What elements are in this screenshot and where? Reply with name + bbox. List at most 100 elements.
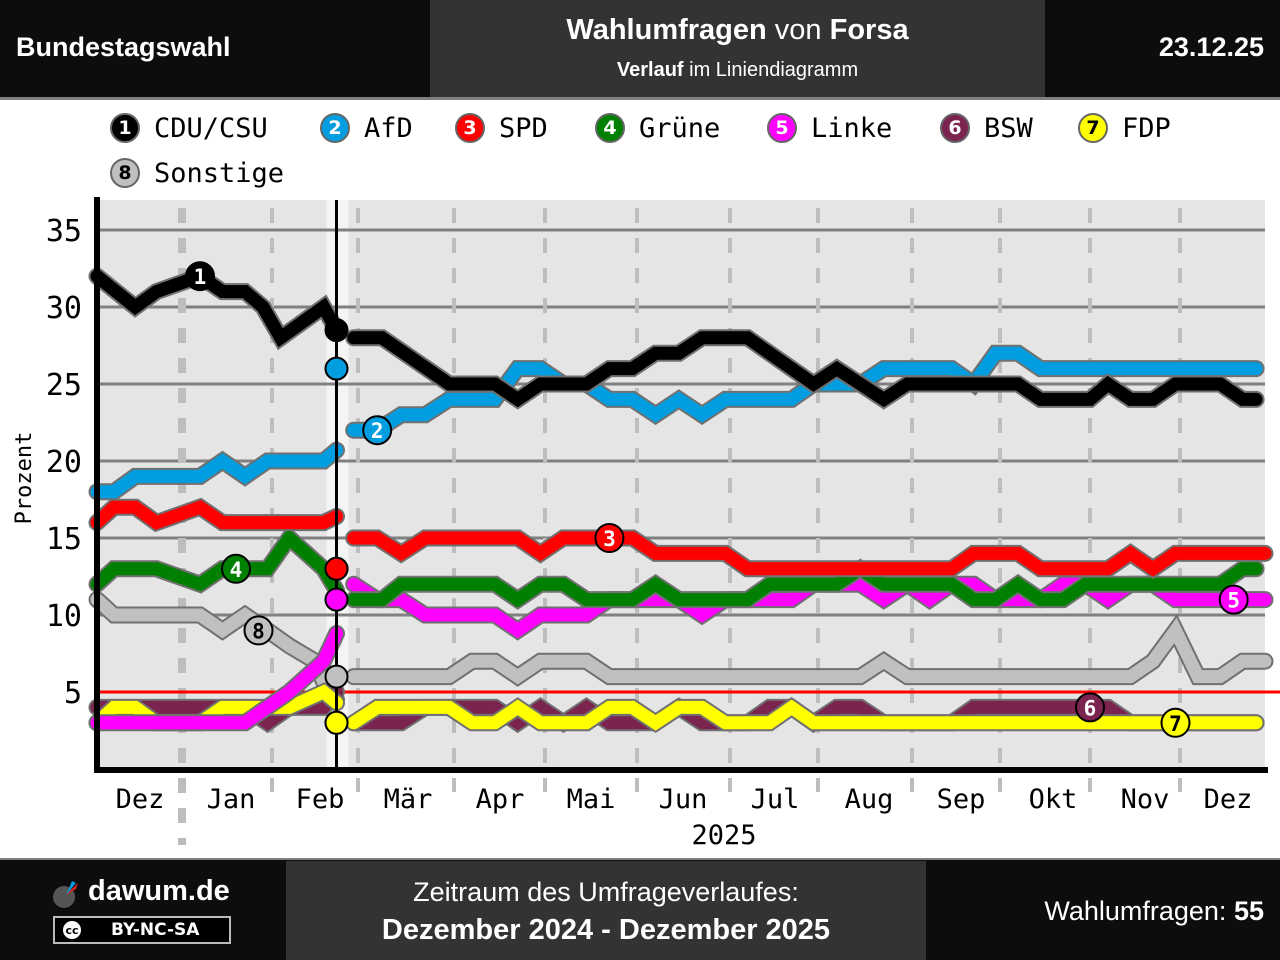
legend-label: Sonstige (154, 157, 285, 189)
series-marker-4 (221, 553, 251, 584)
legend-item-afd: 2 AfD (320, 108, 413, 148)
election-result-dot (324, 710, 349, 735)
series-marker-number: 1 (194, 265, 207, 289)
y-tick-label: 10 (46, 599, 82, 634)
legend-item-linke: 5 Linke (767, 108, 892, 148)
legend-item-grne: 4 Grüne (595, 108, 720, 148)
cc-icon: cc (61, 919, 83, 941)
series-marker-6 (1075, 692, 1105, 723)
x-tick-label: Dez (1204, 784, 1253, 815)
x-tick-label: Jan (207, 784, 256, 815)
footer-brand-area: dawum.de cc BY-NC-SA (0, 861, 286, 960)
y-axis-label: Prozent (12, 432, 37, 525)
x-tick-label: Mär (384, 784, 433, 815)
brand-name[interactable]: dawum.de (88, 875, 230, 907)
footer-divider (0, 858, 1280, 861)
series-marker-number: 7 (1169, 712, 1182, 736)
header-center: Wahlumfragen von Forsa Verlauf im Linien… (430, 0, 1045, 98)
license-text: BY-NC-SA (111, 920, 200, 940)
legend-item-sonstige: 8 Sonstige (110, 153, 284, 193)
x-tick-label: Sep (937, 784, 986, 815)
y-tick-label: 35 (46, 214, 82, 249)
election-result-dot (324, 318, 349, 343)
dawum-logo-icon (53, 881, 78, 908)
legend-item-cducsu: 1 CDU/CSU (110, 108, 268, 148)
legend-badge-icon: 1 (110, 113, 140, 143)
series-marker-number: 5 (1227, 589, 1240, 613)
poll-count-label: Wahlumfragen: (1044, 896, 1234, 926)
election-result-dot (324, 556, 349, 581)
y-tick-label: 30 (46, 291, 82, 326)
legend-badge-icon: 8 (110, 158, 140, 188)
series-marker-5 (1218, 584, 1249, 615)
legend-badge-icon: 5 (767, 113, 797, 143)
series-line-grne (347, 561, 1263, 608)
legend-label: FDP (1122, 112, 1171, 144)
x-tick-label: Apr (476, 784, 525, 815)
series-marker-1 (185, 261, 215, 292)
footer-period: Zeitraum des Umfrageverlaufes: Dezember … (286, 861, 926, 960)
subtitle-part-2: im Liniendiagramm (683, 59, 859, 81)
series-line-sonstige (347, 617, 1272, 685)
chart-subtitle: Verlauf im Liniendiagramm (430, 59, 1045, 82)
series-marker-2 (362, 415, 393, 446)
series-marker-number: 6 (1084, 696, 1097, 720)
legend-badge-icon: 3 (455, 113, 485, 143)
chart-title: Wahlumfragen von Forsa (430, 14, 1045, 47)
legend-label: BSW (984, 112, 1033, 144)
series-marker-3 (594, 523, 625, 553)
series-marker-number: 2 (371, 419, 384, 443)
poll-count-value: 55 (1233, 896, 1264, 926)
x-tick-label: Dez (116, 784, 165, 815)
series-line-spd (90, 499, 343, 530)
series-line-cducsu (347, 331, 1263, 408)
election-result-dot (324, 356, 349, 381)
legend-badge-icon: 6 (940, 113, 970, 143)
title-part-1: Wahlumfragen (566, 14, 767, 46)
x-tick-label: Jul (751, 784, 800, 815)
legend-label: Grüne (639, 112, 721, 144)
x-axis-year-label: 2025 (691, 820, 756, 851)
election-title: Bundestagswahl (16, 32, 231, 62)
series-marker-7 (1160, 707, 1191, 738)
x-tick-label: Mai (567, 784, 616, 815)
legend-label: Linke (811, 112, 893, 144)
legend-label: CDU/CSU (154, 112, 268, 144)
series-marker-number: 3 (603, 527, 616, 551)
series-line-afd (90, 443, 343, 499)
poll-count: Wahlumfragen: 55 (1044, 896, 1264, 927)
y-tick-label: 20 (46, 445, 82, 480)
header-date: 23.12.25 (1158, 32, 1264, 62)
legend-item-spd: 3 SPD (455, 108, 548, 148)
series-line-spd (347, 531, 1272, 577)
election-result-dot (324, 664, 349, 689)
x-tick-label: Aug (845, 784, 894, 815)
x-tick-label: Okt (1029, 784, 1078, 815)
series-line-linke (90, 626, 343, 730)
y-tick-label: 15 (46, 522, 82, 557)
legend-badge-icon: 4 (595, 113, 625, 143)
series-marker-number: 4 (230, 558, 243, 582)
series-line-bsw (90, 685, 343, 731)
header-divider (0, 97, 1280, 100)
legend-item-bsw: 6 BSW (940, 108, 1033, 148)
election-result-dot (324, 587, 349, 612)
legend-label: AfD (364, 112, 413, 144)
period-value: Dezember 2024 - Dezember 2025 (381, 914, 831, 946)
legend-item-fdp: 7 FDP (1078, 108, 1171, 148)
series-line-cducsu (90, 268, 343, 348)
x-tick-label: Feb (296, 784, 345, 815)
subtitle-part-1: Verlauf (616, 59, 684, 81)
y-tick-label: 25 (46, 368, 82, 403)
title-institute: Forsa (829, 14, 909, 46)
license-badge[interactable]: cc BY-NC-SA (53, 916, 231, 944)
legend-badge-icon: 7 (1078, 113, 1108, 143)
y-tick-label: 5 (64, 676, 82, 711)
title-part-2: von (766, 14, 830, 46)
series-marker-number: 8 (252, 619, 265, 643)
x-tick-label: Jun (659, 784, 708, 815)
period-label: Zeitraum des Umfrageverlaufes: (413, 877, 799, 907)
series-marker-8 (243, 615, 274, 646)
legend-badge-icon: 2 (320, 113, 350, 143)
